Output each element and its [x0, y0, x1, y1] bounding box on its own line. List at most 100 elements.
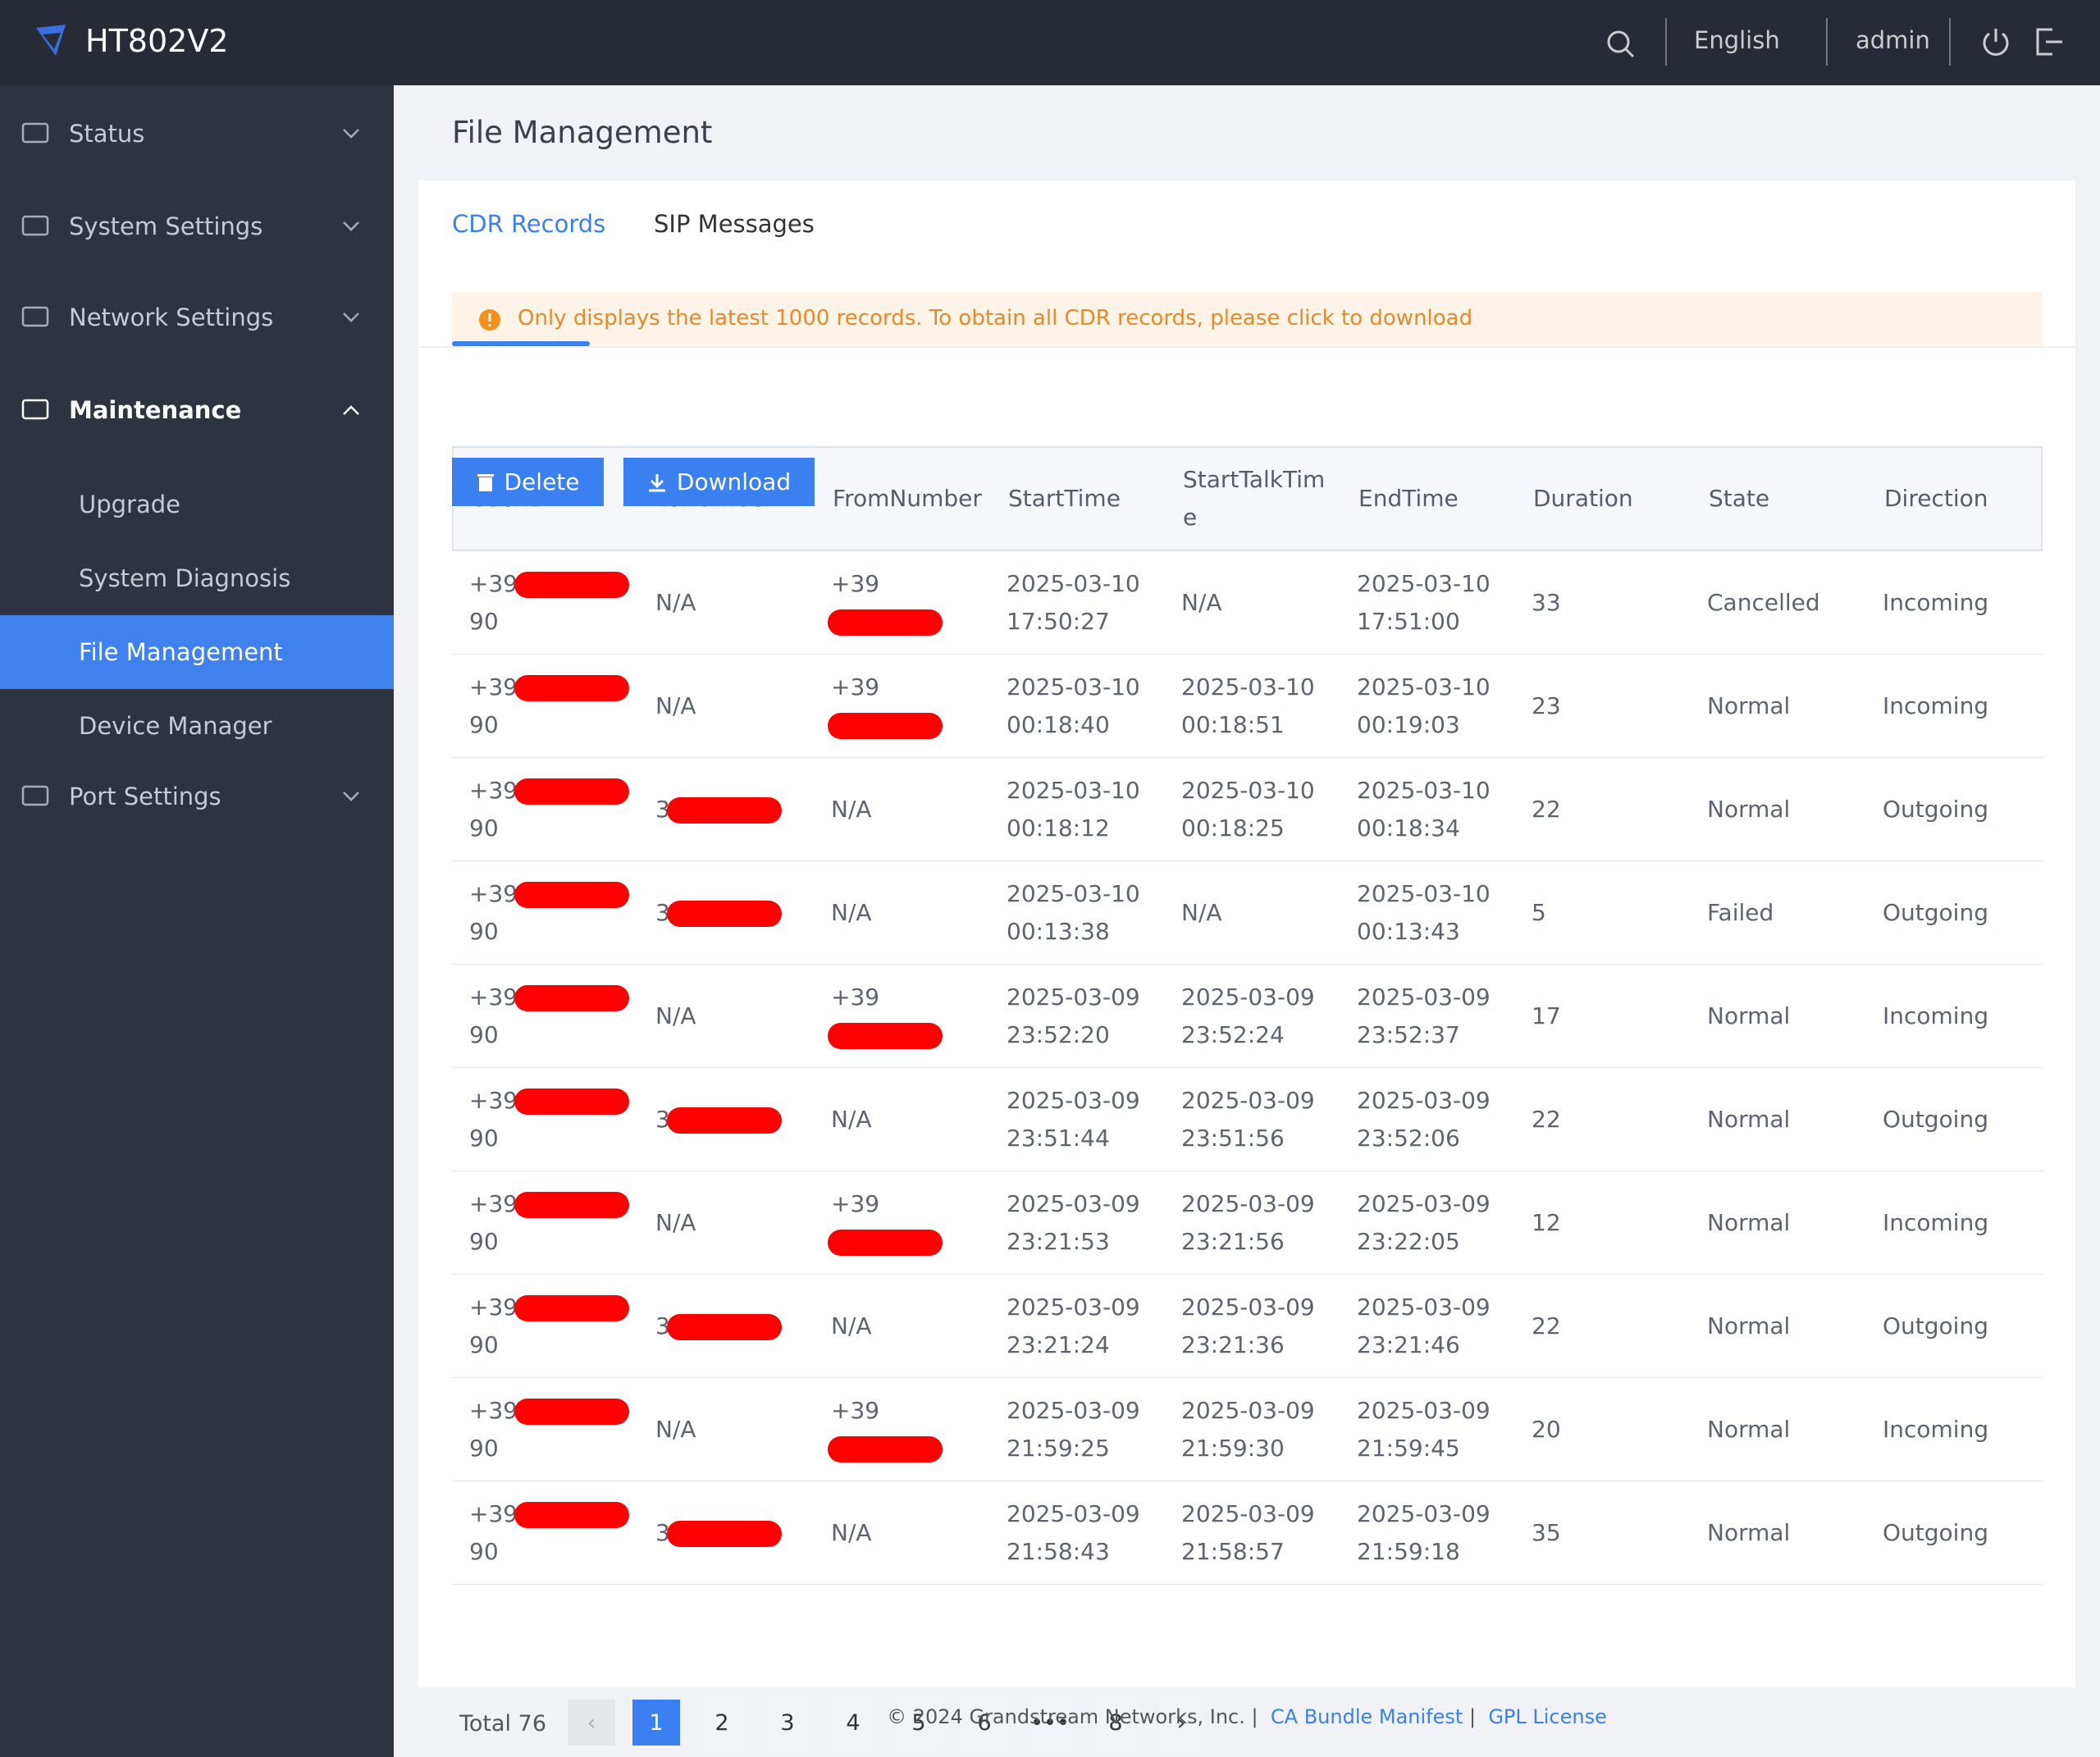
- table-cell: 35: [1514, 1514, 1690, 1552]
- nav-item[interactable]: Status: [0, 109, 394, 158]
- logout-icon[interactable]: [2034, 26, 2066, 57]
- cell-text: 2025-03-09 23:21:24: [1007, 1293, 1140, 1358]
- cell-text: N/A: [655, 1002, 696, 1029]
- cell-text: 90: [469, 917, 499, 945]
- table-row: +39 90 N/A +39 2025-03-09 21:59:25 2025-03-09…: [452, 1378, 2043, 1481]
- table-cell: 2025-03-09 21:59:18: [1340, 1495, 1514, 1571]
- cell-text: 2025-03-10 00:19:03: [1357, 673, 1491, 738]
- cell-text: N/A: [1181, 588, 1222, 616]
- table-cell: 2025-03-10 00:18:25: [1164, 772, 1340, 847]
- tab[interactable]: CDR Records: [452, 210, 606, 238]
- cell-text: 5: [1532, 898, 1546, 926]
- nav-item[interactable]: Port Settings: [0, 772, 394, 821]
- page-button[interactable]: 6: [961, 1700, 1008, 1746]
- nav-subitem[interactable]: Device Manager: [0, 689, 394, 763]
- cell-text: 2025-03-10 00:18:12: [1007, 776, 1140, 842]
- cell-text: 2025-03-09 23:52:24: [1181, 983, 1315, 1048]
- cell-text: 35: [1532, 1518, 1561, 1546]
- redaction: [514, 1191, 630, 1218]
- table-cell: Incoming: [1865, 687, 2043, 725]
- table-cell: N/A: [814, 1307, 989, 1345]
- table-cell: 2025-03-09 21:59:30: [1164, 1392, 1340, 1467]
- cell-text: 2025-03-09 21:58:57: [1181, 1499, 1315, 1565]
- sidebar: Status System Settings Network Settings Mai…: [0, 85, 394, 1757]
- button[interactable]: Delete: [452, 458, 604, 506]
- table-cell: 2025-03-09 23:52:06: [1340, 1082, 1514, 1157]
- nav-subitem[interactable]: Upgrade: [0, 468, 394, 541]
- cell-text: Cancelled: [1707, 588, 1820, 616]
- page-button[interactable]: 1: [632, 1700, 680, 1746]
- table-cell: Incoming: [1865, 1411, 2043, 1449]
- page-button[interactable]: 4: [829, 1700, 877, 1746]
- page-button[interactable]: 8: [1092, 1700, 1139, 1746]
- table-cell: 2025-03-09 23:21:53: [989, 1185, 1164, 1261]
- prev-page: ‹: [568, 1700, 615, 1746]
- table-cell: 3: [638, 1101, 814, 1139]
- table-cell: 2025-03-09 21:59:25: [989, 1392, 1164, 1467]
- nav-subitem[interactable]: System Diagnosis: [0, 541, 394, 615]
- tab-underline: [452, 341, 590, 346]
- redaction: [828, 1435, 943, 1463]
- redaction: [828, 1022, 943, 1049]
- column-header: Duration: [1533, 485, 1633, 512]
- top-bar: HT802V2 English admin: [0, 0, 2100, 85]
- cell-text: Incoming: [1883, 691, 1989, 719]
- table-cell: +39 90: [452, 669, 638, 744]
- redaction: [514, 881, 630, 908]
- table-row: +39 90 N/A +39 2025-03-10 17:50:27 N/A 2025-03…: [452, 551, 2043, 655]
- user[interactable]: admin: [1856, 26, 1930, 54]
- button[interactable]: Download: [623, 458, 815, 506]
- table-cell: N/A: [814, 791, 989, 828]
- table-cell: +39 90: [452, 1185, 638, 1261]
- table-cell: Outgoing: [1865, 1307, 2043, 1345]
- cell-text: 33: [1532, 588, 1561, 616]
- column-header: State: [1709, 485, 1770, 512]
- footer-link[interactable]: GPL License: [1488, 1705, 1607, 1728]
- table-cell: Incoming: [1865, 584, 2043, 622]
- table-cell: +39: [814, 669, 989, 744]
- language[interactable]: English: [1694, 26, 1780, 54]
- table-cell: 12: [1514, 1204, 1690, 1242]
- search-icon[interactable]: [1606, 30, 1636, 59]
- cell-text: +39: [831, 673, 880, 701]
- table-row: +39 90 N/A +39 2025-03-10 00:18:40 2025-03-10…: [452, 655, 2043, 758]
- table-cell: +39 90: [452, 979, 638, 1054]
- table-cell: N/A: [1164, 894, 1340, 932]
- cell-text: 2025-03-09 21:58:43: [1007, 1499, 1140, 1565]
- next-page[interactable]: ›: [1157, 1700, 1205, 1746]
- cell-text: Outgoing: [1883, 898, 1988, 926]
- table-cell: +39: [814, 1392, 989, 1467]
- total: Total 76: [459, 1711, 546, 1736]
- power-icon[interactable]: [1980, 26, 2011, 57]
- page-button[interactable]: 3: [764, 1700, 811, 1746]
- nav-label: Maintenance: [69, 396, 242, 424]
- table-cell: 2025-03-09 23:52:20: [989, 979, 1164, 1054]
- nav-item[interactable]: Network Settings: [0, 293, 394, 342]
- redaction: [828, 1229, 943, 1256]
- cell-text: +39: [831, 983, 880, 1011]
- table-cell: Normal: [1690, 1411, 1865, 1449]
- table-cell: Cancelled: [1690, 584, 1865, 622]
- nav-subitem[interactable]: File Management: [0, 615, 394, 689]
- cell-text: N/A: [831, 1518, 872, 1546]
- redaction: [514, 984, 630, 1011]
- nav-item[interactable]: Maintenance: [0, 386, 394, 435]
- footer-link[interactable]: CA Bundle Manifest: [1270, 1705, 1463, 1728]
- table-cell: 2025-03-09 21:58:57: [1164, 1495, 1340, 1571]
- cell-text: 2025-03-10 00:13:38: [1007, 879, 1140, 945]
- table-cell: N/A: [638, 1411, 814, 1449]
- column-header: EndTime: [1358, 485, 1459, 512]
- table-cell: 22: [1514, 1307, 1690, 1345]
- cell-text: 3: [655, 1312, 670, 1339]
- redaction: [514, 1294, 630, 1321]
- table-cell: N/A: [638, 584, 814, 622]
- tab[interactable]: SIP Messages: [654, 210, 815, 238]
- product: HT802V2: [85, 23, 229, 59]
- nav-label: Upgrade: [79, 491, 180, 518]
- page-button[interactable]: •••: [1026, 1700, 1074, 1746]
- nav-item[interactable]: System Settings: [0, 202, 394, 251]
- table-cell: Failed: [1690, 894, 1865, 932]
- page-button[interactable]: 2: [698, 1700, 746, 1746]
- page-button[interactable]: 5: [895, 1700, 943, 1746]
- table-cell: Normal: [1690, 791, 1865, 828]
